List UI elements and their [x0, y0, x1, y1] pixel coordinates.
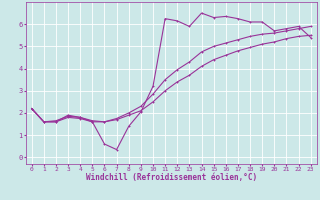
- X-axis label: Windchill (Refroidissement éolien,°C): Windchill (Refroidissement éolien,°C): [86, 173, 257, 182]
